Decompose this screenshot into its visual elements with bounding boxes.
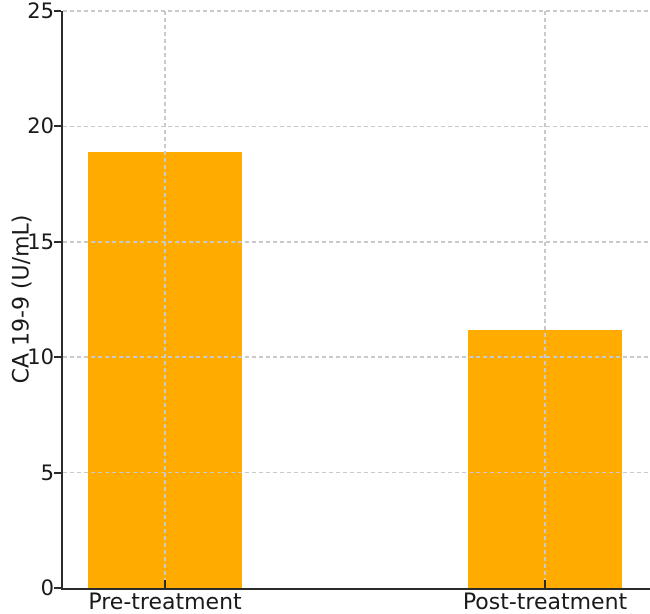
y-tick-label-25: 25 — [27, 0, 54, 23]
y-axis-spine — [61, 11, 63, 588]
y-tick-label-15: 15 — [27, 229, 54, 254]
y-tick-label-10: 10 — [27, 345, 54, 370]
y-tick-label-0: 0 — [40, 576, 54, 600]
y-tick — [54, 356, 61, 359]
y-tick-label-5: 5 — [40, 460, 54, 485]
h-gridline-10 — [63, 356, 650, 358]
x-axis-spine — [61, 588, 650, 590]
y-tick-label-20: 20 — [27, 114, 54, 139]
h-gridline-5 — [63, 471, 650, 474]
y-tick — [54, 240, 61, 243]
v-gridline-pre-treatment — [164, 11, 166, 588]
plot-area — [61, 10, 650, 590]
h-gridline-20 — [63, 125, 650, 128]
h-gridline-25 — [63, 10, 650, 12]
x-tick — [544, 580, 546, 588]
x-tick-label-pre-treatment: Pre-treatment — [88, 590, 242, 614]
x-tick — [164, 580, 166, 588]
x-tick-label-post-treatment: Post-treatment — [462, 590, 628, 614]
y-tick — [54, 125, 61, 128]
v-gridline-post-treatment — [544, 11, 546, 588]
y-tick — [54, 587, 61, 589]
y-tick — [54, 10, 61, 12]
y-tick — [54, 471, 61, 474]
h-gridline-15 — [63, 241, 650, 243]
